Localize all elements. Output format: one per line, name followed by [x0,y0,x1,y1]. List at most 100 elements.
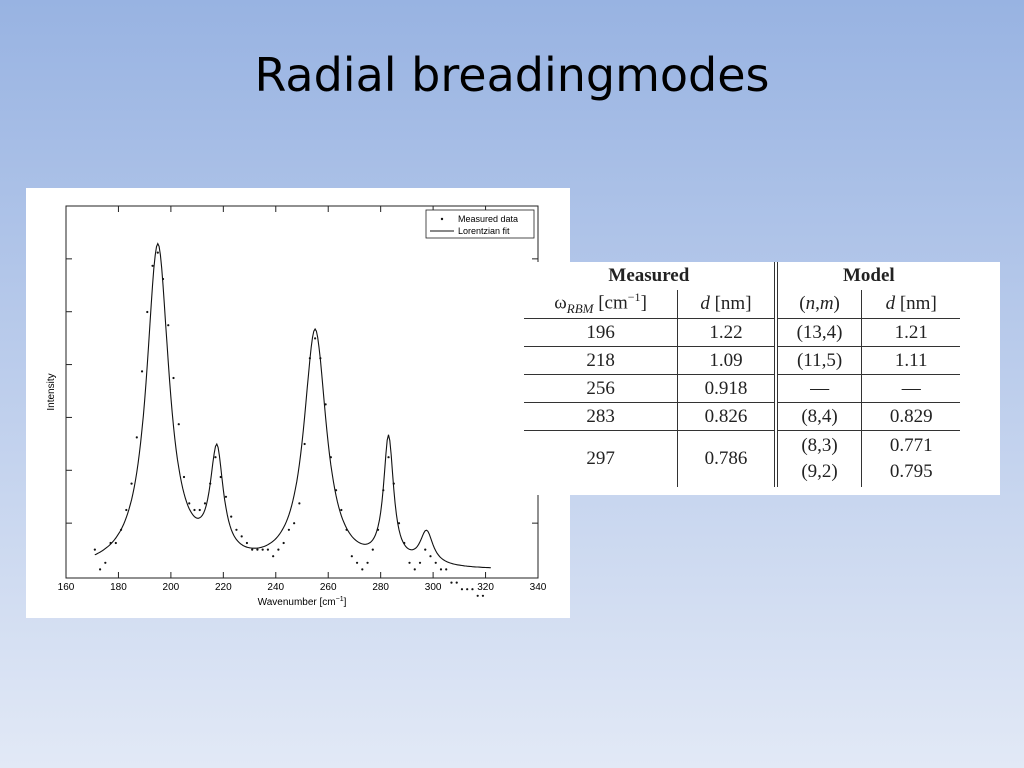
cell-dm: — [861,374,960,403]
measured-point [455,581,458,584]
x-tick-label: 260 [320,582,337,593]
cell-dm: 0.829 [861,402,960,431]
legend-label-fit: Lorentzian fit [458,226,510,236]
measured-point [224,495,228,498]
x-tick-label: 180 [110,582,127,593]
cell-d: 0.826 [677,402,778,431]
legend: Measured data Lorentzian fit [425,209,535,239]
measured-point [214,456,217,459]
cell-d: 0.918 [677,374,778,403]
y-axis-label: Intensity [46,373,57,410]
measured-point [329,456,332,459]
cell-omega: 218 [524,346,679,375]
measured-point [314,337,317,340]
measured-point [392,482,395,485]
measured-point [167,324,170,327]
cell-dm: 1.11 [861,346,960,375]
cell-d: 1.09 [677,346,778,375]
measured-point [439,568,443,571]
x-tick-label: 160 [58,582,75,593]
rbm-table-panel: Measured Model ωRBM [cm−1] d [nm] (n,m) … [524,262,1000,495]
col-nm-header: (n,m) [775,290,863,319]
rbm-table: Measured Model ωRBM [cm−1] d [nm] (n,m) … [524,262,960,487]
cell-omega: 283 [524,402,679,431]
cell-nm: (11,5) [775,346,863,375]
col-dm-header: d [nm] [861,290,960,319]
col-omega-header: ωRBM [cm−1] [524,290,679,319]
measured-point [345,528,348,531]
measured-point [371,548,374,551]
measured-point [219,475,222,479]
table-row: 256 0.918 — — [524,374,960,403]
measured-point [298,502,301,505]
measured-point [109,541,112,545]
chart-svg: 160 180 200 220 240 260 280 300 320 340 Intensity… [46,205,547,608]
measured-point [172,376,175,380]
measured-point [308,357,311,360]
measured-point [397,522,401,525]
measured-point [156,251,159,254]
x-ticks: 160 180 200 220 240 260 280 300 320 340 [58,206,547,593]
measured-point [198,508,201,512]
measured-point [98,568,102,571]
measured-point [387,456,390,459]
cell-omega: 297 [524,430,679,487]
measured-point [240,535,243,538]
measured-point [287,528,290,531]
x-axis-label: Wavenumber [cm−1] [258,596,347,608]
table-row: 196 1.22 (13,4) 1.21 [524,318,960,347]
measured-point [114,541,117,545]
measured-point [125,508,128,512]
measured-point [303,442,306,446]
measured-point [403,541,406,545]
table-row: 297 0.786 (8,3) (9,2) 0.771 0.795 [524,430,960,487]
measured-point [266,548,270,551]
cell-d: 1.22 [677,318,778,347]
measured-point [182,475,186,479]
measured-point [230,515,233,518]
measured-point [193,508,196,512]
measured-point [418,561,422,564]
measured-point [293,522,296,525]
cell-nm: (13,4) [775,318,863,347]
cell-nm: (8,4) [775,402,863,431]
x-tick-label: 320 [477,582,494,593]
measured-point [277,548,280,551]
table-row: 283 0.826 (8,4) 0.829 [524,402,960,431]
plot-frame [65,205,539,579]
col-d-header: d [nm] [677,290,778,319]
cell-nm: (8,3) (9,2) [775,430,863,487]
measured-point [209,482,212,485]
measured-point [334,489,338,492]
y-ticks [66,205,538,524]
raman-spectrum-chart: 160 180 200 220 240 260 280 300 320 340 Intensity… [26,188,570,618]
measured-point [413,568,416,571]
measured-point [382,489,385,492]
measured-point [272,555,275,558]
measured-point [450,581,453,584]
measured-point [481,594,485,597]
measured-point [361,568,364,571]
measured-point [177,423,180,426]
cell-nm: — [775,374,863,403]
measured-point [460,588,464,591]
group-measured: Measured [524,262,778,290]
measured-point [471,588,474,591]
measured-point [188,502,191,505]
cell-d: 0.786 [677,430,778,487]
measured-point [319,357,322,360]
cell-omega: 196 [524,318,679,347]
measured-point [256,548,259,551]
measured-point [424,548,427,551]
measured-point [376,528,380,531]
measured-point [466,588,469,591]
measured-point [350,555,353,558]
cell-dm: 1.21 [861,318,960,347]
measured-point [408,561,411,564]
measured-point [366,561,369,564]
x-tick-label: 240 [267,582,284,593]
measured-point [282,541,285,545]
measured-point [146,310,149,314]
measured-point [434,561,437,564]
measured-point [151,264,154,267]
